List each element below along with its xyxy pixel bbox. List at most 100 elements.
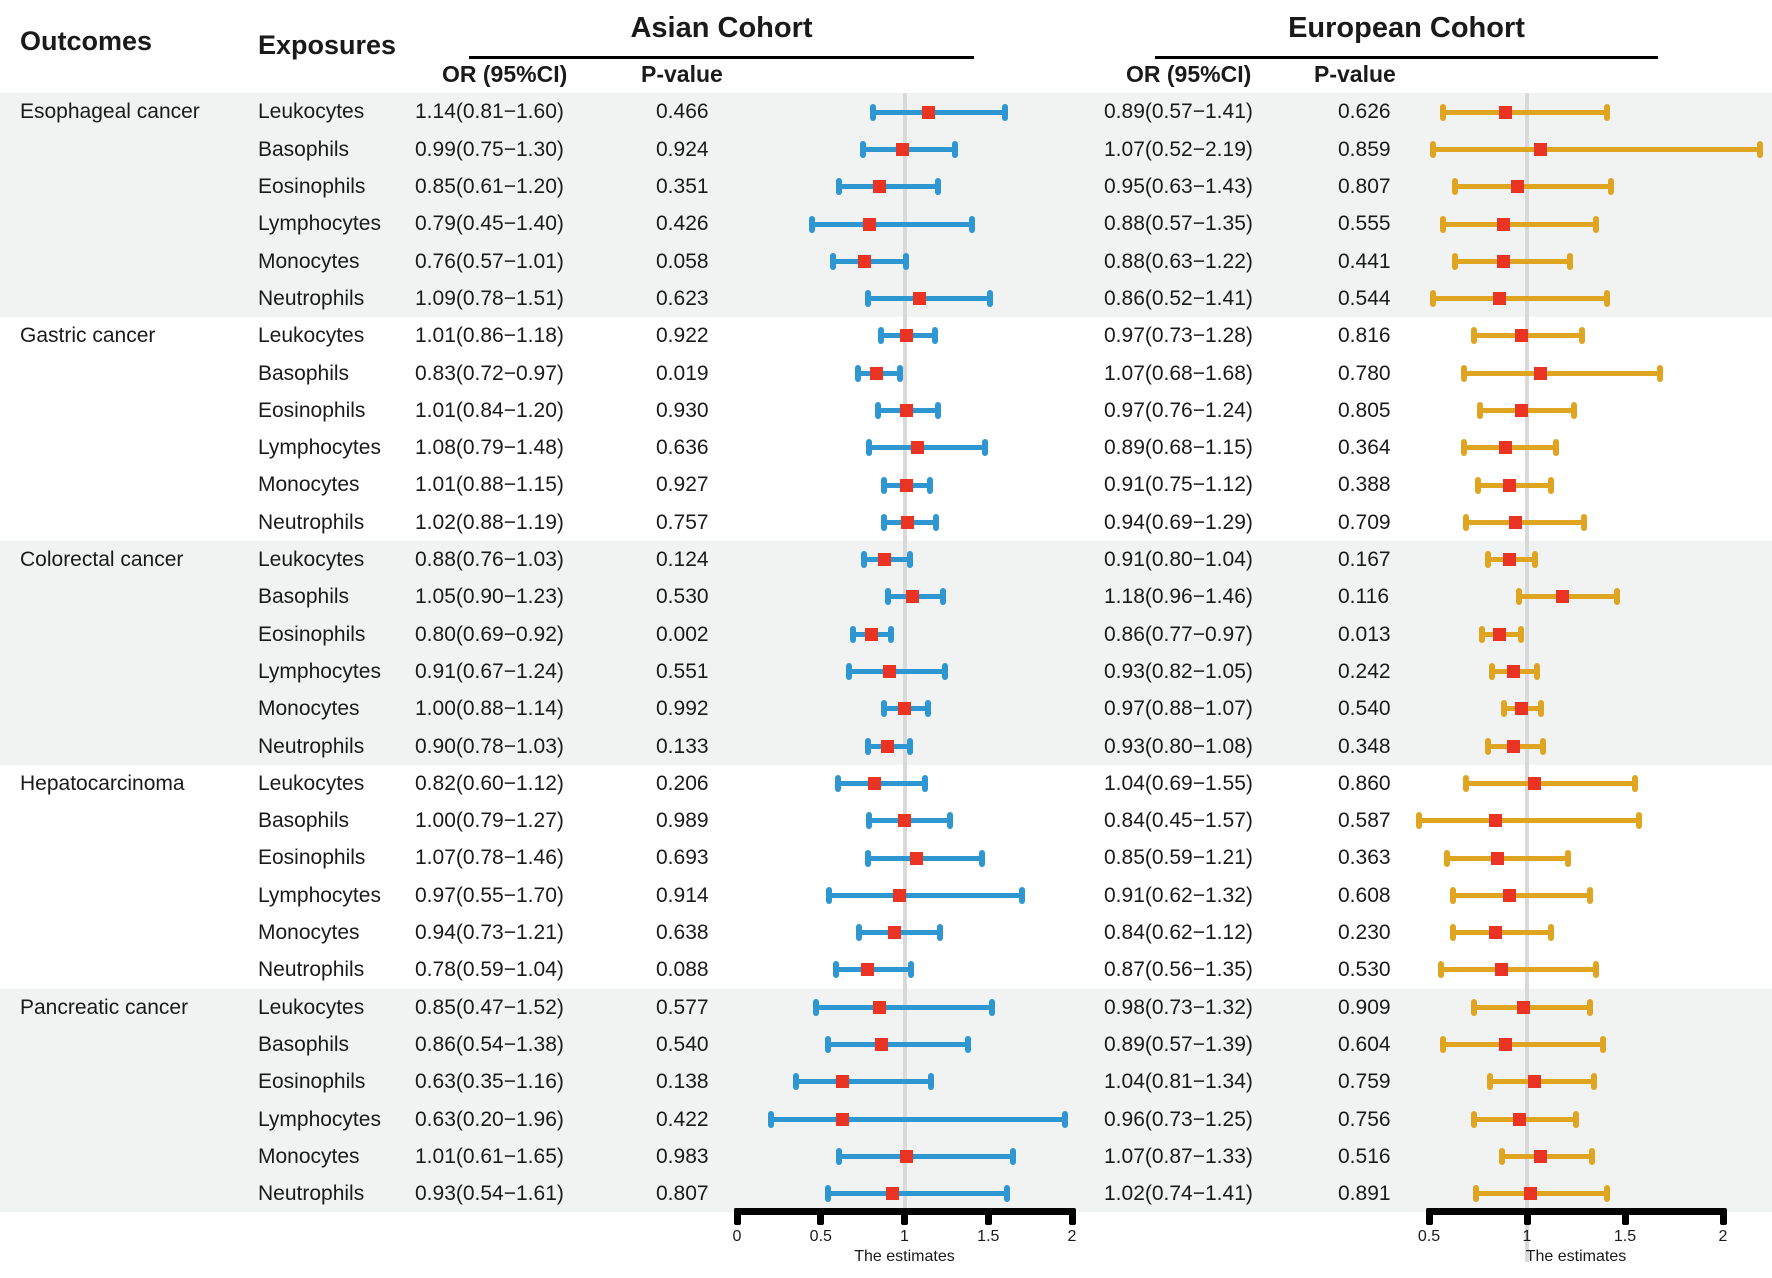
- p-value-asian: 0.623: [656, 286, 709, 310]
- ci-line-asian: [812, 221, 972, 227]
- ci-cap-low-european: [1488, 663, 1495, 680]
- ci-cap-low-asian: [809, 215, 816, 233]
- p-value-european: 0.363: [1338, 846, 1391, 870]
- exposure-label: Neutrophils: [258, 510, 365, 534]
- section-stripe: [0, 93, 1772, 318]
- ci-cap-high-european: [1592, 215, 1599, 233]
- or-ci-value-asian: 0.78(0.59−1.04): [415, 958, 564, 982]
- or-point-marker-european: [1493, 627, 1507, 641]
- or-ci-value-european: 0.89(0.57−1.39): [1104, 1032, 1253, 1056]
- p-value-asian: 0.924: [656, 137, 709, 161]
- ci-cap-low-asian: [856, 924, 863, 942]
- ci-line-asian: [795, 1079, 932, 1085]
- or-point-marker-european: [1506, 665, 1520, 678]
- or-ci-value-european: 0.96(0.73−1.25): [1104, 1107, 1253, 1131]
- or-ci-value-asian: 0.82(0.60−1.12): [415, 771, 564, 795]
- p-value-asian: 0.351: [656, 175, 709, 198]
- or-ci-value-asian: 1.01(0.61−1.65): [415, 1144, 564, 1168]
- ci-cap-high-asian: [1010, 1148, 1017, 1165]
- ci-cap-low-asian: [864, 849, 871, 867]
- or-ci-value-asian: 1.01(0.88−1.15): [415, 473, 564, 497]
- or-ci-value-european: 1.02(0.74−1.41): [1104, 1182, 1253, 1206]
- or-ci-value-european: 0.97(0.88−1.07): [1104, 697, 1253, 721]
- ci-cap-low-european: [1439, 103, 1446, 121]
- outcomes-column-header: Outcomes: [20, 26, 153, 56]
- ci-cap-high-asian: [978, 849, 985, 867]
- exposure-label: Leukocytes: [258, 100, 365, 124]
- ci-line-european: [1466, 780, 1635, 786]
- or-point-marker-european: [1516, 1000, 1530, 1014]
- ci-cap-high-asian: [965, 1036, 972, 1053]
- european-pvalue-header: P-value: [1314, 61, 1396, 87]
- ci-cap-high-asian: [906, 737, 913, 755]
- ci-line-european: [1432, 296, 1608, 301]
- p-value-european: 0.608: [1338, 883, 1391, 907]
- or-point-marker-european: [1495, 963, 1508, 977]
- p-value-asian: 0.638: [656, 921, 709, 944]
- axis-tick-european: [1425, 1208, 1433, 1225]
- ci-cap-high-asian: [940, 588, 946, 606]
- ci-line-asian: [869, 445, 985, 451]
- axis-title-european: The estimates: [1525, 1248, 1627, 1265]
- p-value-asian: 0.807: [656, 1182, 709, 1206]
- or-ci-value-european: 0.88(0.63−1.22): [1104, 249, 1253, 273]
- or-ci-value-european: 0.84(0.62−1.12): [1104, 921, 1253, 944]
- p-value-asian: 0.757: [656, 510, 709, 534]
- or-point-marker-asian: [882, 665, 896, 678]
- section-stripe: [0, 541, 1772, 765]
- or-ci-value-european: 0.86(0.77−0.97): [1104, 622, 1253, 646]
- asian-or-header: OR (95%CI): [442, 61, 568, 87]
- axis-tick-european: [1621, 1208, 1629, 1225]
- ci-cap-low-european: [1473, 1185, 1479, 1203]
- exposure-label: Neutrophils: [258, 286, 365, 310]
- ci-cap-high-asian: [981, 439, 988, 457]
- exposure-label: Basophils: [258, 361, 350, 385]
- ci-line-european: [1442, 109, 1608, 115]
- ci-cap-high-european: [1586, 886, 1593, 904]
- or-point-marker-asian: [899, 329, 913, 343]
- or-point-marker-asian: [909, 851, 923, 865]
- or-ci-value-european: 0.89(0.57−1.41): [1104, 100, 1253, 124]
- or-point-marker-european: [1534, 142, 1548, 156]
- reference-line-european: [1525, 93, 1529, 1262]
- or-point-marker-european: [1502, 478, 1516, 492]
- axis-tick-label-asian: 1.5: [977, 1228, 1000, 1245]
- ci-cap-low-asian: [767, 1110, 774, 1128]
- ci-line-asian: [815, 1004, 992, 1010]
- ci-line-european: [1419, 818, 1639, 824]
- or-point-marker-asian: [899, 1150, 913, 1163]
- or-ci-value-asian: 1.01(0.86−1.18): [415, 324, 564, 348]
- or-point-marker-european: [1510, 180, 1524, 194]
- ci-line-asian: [770, 1116, 1066, 1122]
- ci-line-european: [1464, 370, 1661, 376]
- p-value-european: 0.013: [1338, 622, 1391, 646]
- or-point-marker-asian: [872, 1000, 886, 1014]
- or-ci-value-asian: 1.14(0.81−1.60): [415, 100, 564, 124]
- ci-cap-high-european: [1604, 290, 1611, 307]
- or-ci-value-european: 1.07(0.52−2.19): [1104, 137, 1253, 161]
- exposure-label: Lymphocytes: [258, 212, 381, 236]
- exposure-label: Leukocytes: [258, 771, 365, 795]
- ci-line-asian: [849, 669, 945, 674]
- or-ci-value-asian: 1.01(0.84−1.20): [415, 398, 564, 422]
- axis-tick-european: [1719, 1208, 1727, 1225]
- or-point-marker-european: [1502, 888, 1516, 902]
- ci-cap-low-asian: [854, 364, 861, 382]
- or-ci-value-european: 0.97(0.73−1.28): [1104, 324, 1253, 348]
- ci-cap-low-asian: [866, 439, 873, 457]
- ci-cap-low-european: [1439, 1036, 1446, 1053]
- axis-tick-label-european: 2: [1718, 1228, 1728, 1245]
- european-or-header: OR (95%CI): [1126, 61, 1252, 87]
- ci-cap-high-asian: [935, 178, 941, 196]
- or-point-marker-european: [1514, 702, 1528, 716]
- or-point-marker-asian: [857, 254, 871, 268]
- exposure-label: Basophils: [258, 585, 350, 609]
- or-ci-value-asian: 0.63(0.20−1.96): [415, 1107, 564, 1131]
- or-point-marker-european: [1498, 1038, 1512, 1051]
- exposure-label: Basophils: [258, 1032, 350, 1056]
- or-ci-value-european: 0.87(0.56−1.35): [1104, 958, 1253, 982]
- axis-tick-asian: [984, 1208, 992, 1225]
- or-point-marker-european: [1514, 403, 1528, 417]
- p-value-asian: 0.983: [656, 1144, 709, 1168]
- or-point-marker-asian: [906, 590, 920, 604]
